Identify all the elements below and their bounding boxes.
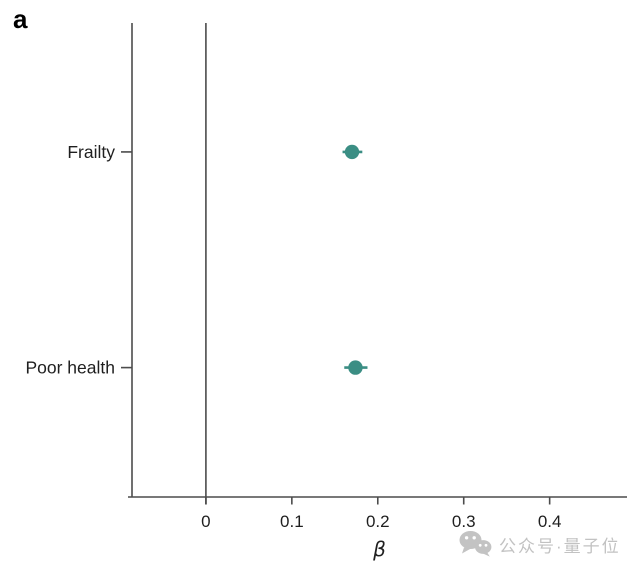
panel-label: a (13, 4, 28, 34)
watermark-text: 公众号·量子位 (499, 536, 621, 556)
watermark: 公众号·量子位 (459, 530, 621, 558)
x-tick-label: 0.4 (538, 512, 562, 531)
x-tick-label: 0 (201, 512, 210, 531)
wechat-icon (459, 531, 492, 557)
data-point (348, 360, 363, 375)
x-axis-title: β (372, 537, 386, 561)
x-tick-label: 0.2 (366, 512, 390, 531)
y-category-label: Poor health (25, 358, 115, 378)
y-category-label: Frailty (67, 142, 115, 162)
x-tick-label: 0.3 (452, 512, 476, 531)
x-tick-label: 0.1 (280, 512, 304, 531)
data-point (344, 144, 360, 160)
